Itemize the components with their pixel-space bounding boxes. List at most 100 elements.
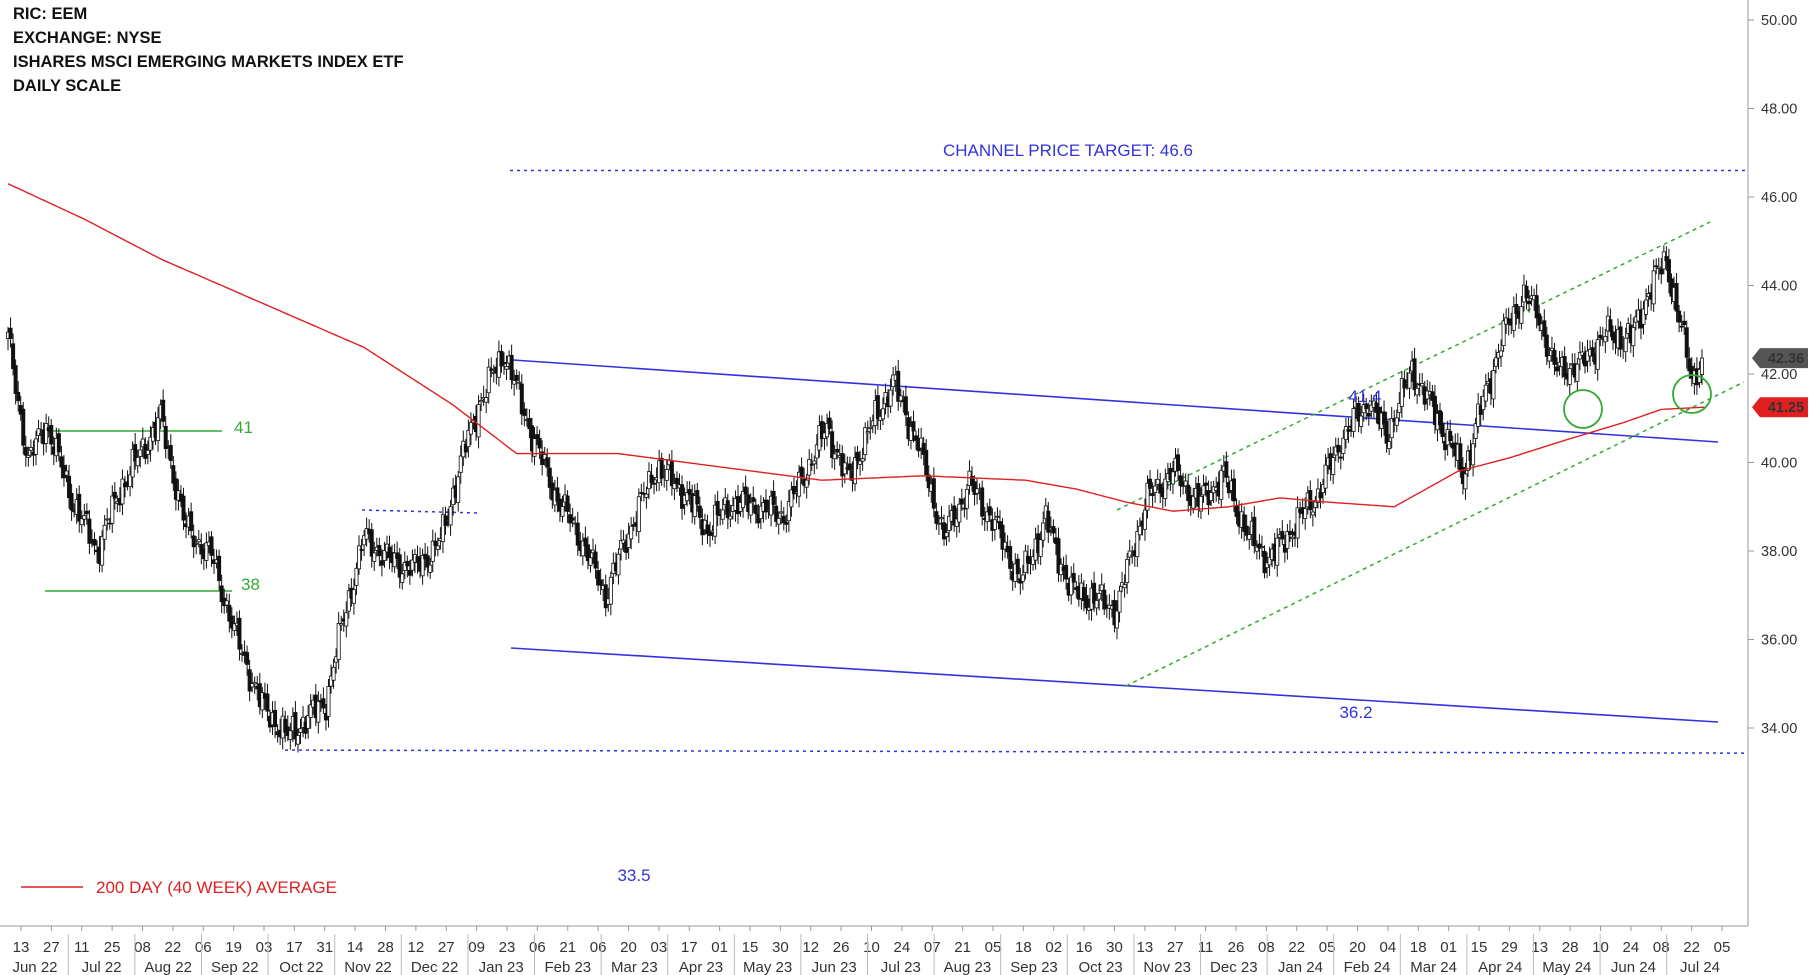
x-tick-label: 08 [1258, 939, 1275, 956]
candle-body [1114, 610, 1119, 629]
candle-body [245, 652, 250, 665]
x-tick-label: 20 [620, 939, 637, 956]
candle-body [229, 615, 234, 629]
candle-body [896, 370, 901, 402]
candle-body [819, 421, 824, 439]
candle-body [1287, 530, 1292, 535]
candle-body [1491, 370, 1496, 400]
candle-body [1595, 339, 1600, 370]
candle-body [1448, 430, 1453, 442]
candle-body [1555, 366, 1560, 372]
candle-body [448, 506, 453, 526]
candle-body [359, 549, 364, 551]
candle-body [669, 460, 674, 487]
candle-body [56, 433, 61, 453]
candle-body [560, 506, 565, 517]
candle-body [914, 435, 919, 441]
candle-body [636, 496, 641, 533]
candle-body [204, 542, 209, 561]
candle-body [598, 579, 603, 586]
upper-channel-line [512, 359, 1719, 443]
x-month-label: Aug 23 [944, 959, 992, 975]
candle-body [59, 456, 64, 468]
candle-body [1356, 402, 1361, 422]
candle-body [1084, 595, 1089, 609]
candle-body [753, 504, 758, 515]
candle-body [1051, 526, 1056, 534]
candle-body [519, 383, 524, 415]
candle-body [1186, 484, 1191, 502]
candle-body [1244, 525, 1249, 536]
x-tick-label: 16 [1076, 939, 1093, 956]
candle-body [685, 492, 690, 502]
candle-body [1415, 387, 1420, 396]
candle-body [992, 519, 997, 530]
candle-body [1542, 320, 1547, 337]
candle-body [1562, 356, 1567, 378]
candle-body [812, 460, 817, 465]
candle-body [100, 536, 105, 566]
last-price-tag [1752, 348, 1808, 369]
candle-body [936, 522, 941, 525]
candle-body [316, 700, 321, 723]
candle-body [351, 589, 356, 604]
x-month-label: Nov 23 [1143, 959, 1191, 975]
candle-body [692, 495, 697, 517]
candle-body [774, 505, 779, 522]
candle-body [1242, 514, 1247, 532]
support-line [284, 749, 1749, 754]
candle-body [67, 475, 72, 499]
candle-body [1664, 256, 1669, 262]
x-tick-label: 25 [104, 939, 121, 956]
candle-body [522, 408, 527, 416]
candle-body [369, 529, 374, 557]
x-tick-label: 13 [1531, 939, 1548, 956]
candle-body [382, 550, 387, 561]
candle-body [557, 498, 562, 512]
candle-body [776, 517, 781, 525]
candle-body [1519, 306, 1524, 324]
candle-body [1176, 454, 1181, 471]
candle-body [588, 557, 593, 566]
candle-body [191, 535, 196, 548]
candle-body [1382, 411, 1387, 425]
candle-body [1135, 531, 1140, 558]
x-tick-label: 23 [499, 939, 516, 956]
candle-body [397, 554, 402, 578]
x-tick-label: 28 [1562, 939, 1579, 956]
candle-body [1438, 410, 1443, 426]
candle-body [664, 469, 669, 481]
x-tick-label: 12 [802, 939, 819, 956]
candle-body [957, 503, 962, 523]
candle-body [1155, 478, 1160, 485]
candle-body [44, 423, 49, 444]
candles [6, 245, 1705, 753]
candle-body [112, 491, 117, 499]
candle-body [501, 362, 506, 365]
candle-body [875, 395, 880, 419]
candle-body [1651, 270, 1656, 305]
candle-body [33, 438, 38, 455]
x-tick-label: 03 [256, 939, 273, 956]
candle-body [1369, 404, 1374, 412]
x-tick-label: 15 [1471, 939, 1488, 956]
candle-body [468, 421, 473, 435]
x-tick-label: 21 [954, 939, 971, 956]
candle-body [1384, 420, 1389, 444]
candle-body [1644, 299, 1649, 315]
candle-body [542, 454, 547, 460]
x-tick-label: 01 [711, 939, 728, 956]
x-tick-label: 13 [1137, 939, 1154, 956]
candle-body [1148, 478, 1153, 489]
candle-body [189, 511, 194, 532]
candle-body [1343, 426, 1348, 441]
candle-body [814, 444, 819, 459]
candle-body [1483, 384, 1488, 402]
candle-body [1590, 347, 1595, 357]
candle-body [532, 438, 537, 457]
candle-body [1318, 492, 1323, 499]
candle-body [1679, 325, 1684, 328]
candle-body [82, 515, 87, 520]
candle-body [1198, 495, 1203, 512]
pivot-dotted-line [361, 509, 479, 514]
